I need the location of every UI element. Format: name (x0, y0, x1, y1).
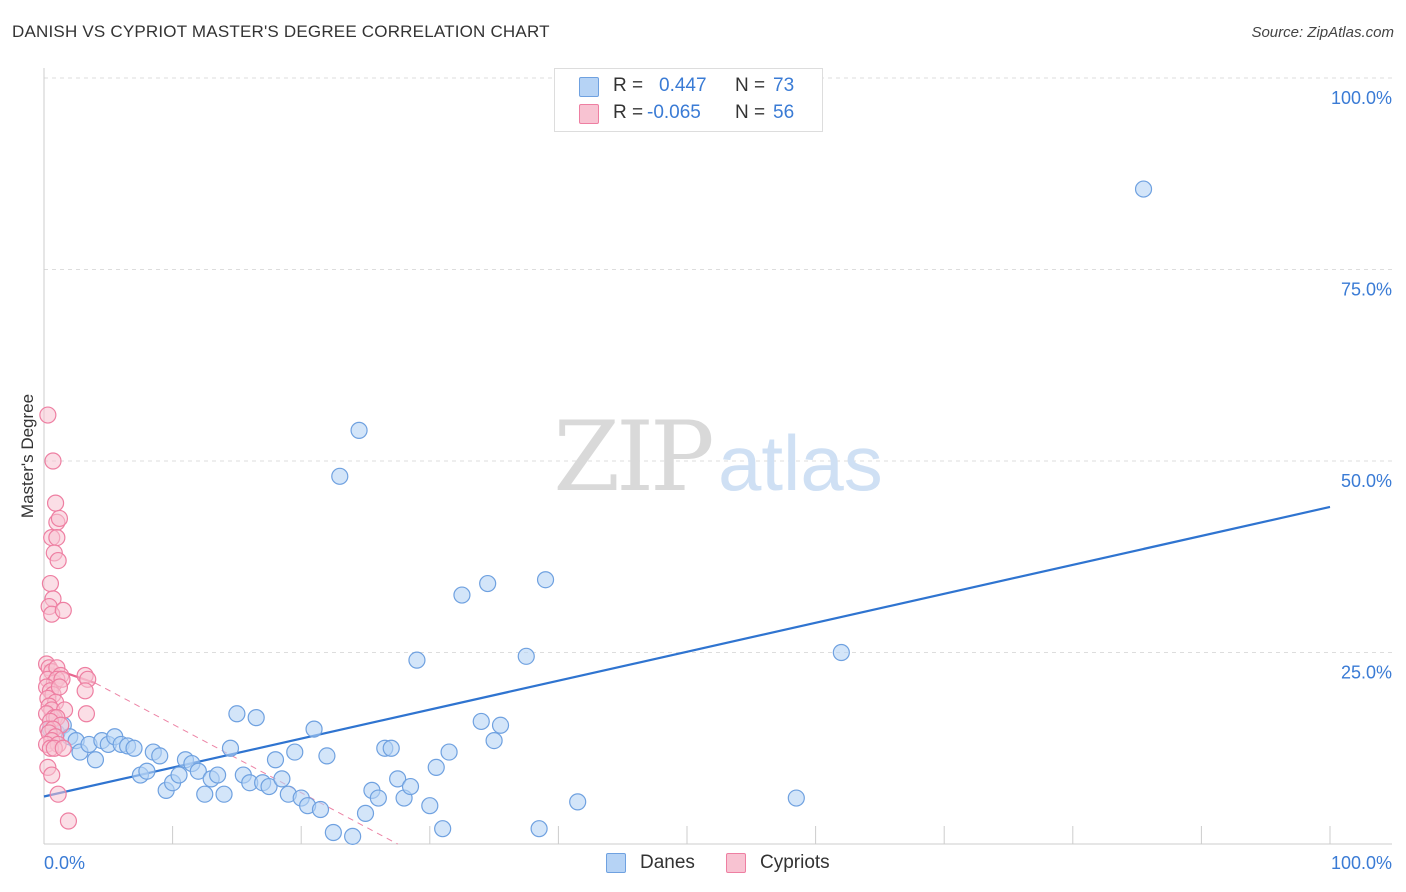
data-point-cypriots (48, 528, 66, 547)
legend-r-label: R = (613, 102, 644, 123)
data-point-danes (125, 739, 143, 757)
data-point-danes (434, 820, 452, 838)
y-axis-label: Master's Degree (18, 394, 37, 518)
data-point-cypriots (49, 551, 67, 570)
legend-r-cypriots: -0.065 (647, 102, 701, 123)
points-layer (37, 180, 1153, 845)
data-point-danes (356, 804, 375, 822)
data-point-danes (344, 827, 362, 845)
legend-swatch-cypriots (579, 104, 599, 124)
data-point-danes (382, 739, 400, 757)
data-point-danes (408, 651, 426, 669)
legend-n-label: N = (735, 102, 766, 123)
data-point-danes (1134, 180, 1153, 198)
data-point-danes (138, 762, 156, 780)
data-point-danes (389, 770, 407, 788)
data-point-danes (485, 731, 503, 750)
watermark-atlas: atlas (718, 419, 883, 507)
data-point-danes (221, 739, 240, 757)
data-point-cypriots (44, 452, 62, 470)
data-point-cypriots (43, 766, 61, 784)
legend-r-label: R = (613, 75, 644, 96)
data-point-danes (318, 747, 336, 765)
data-point-danes (369, 789, 387, 807)
data-point-danes (421, 797, 439, 815)
series-label-danes: Danes (640, 852, 695, 873)
series-swatch-cypriots (726, 853, 746, 873)
axis-layer: 100.0% 75.0% 50.0% 25.0% 0.0% 100.0% (43, 68, 1392, 873)
data-point-cypriots (54, 739, 72, 757)
watermark-zip: ZIP (553, 401, 712, 513)
x-tick-label-min: 0.0% (44, 853, 85, 873)
data-point-cypriots (39, 406, 57, 424)
data-point-danes (260, 777, 278, 796)
data-point-danes (196, 785, 214, 803)
y-tick-label: 100.0% (1331, 88, 1392, 108)
data-point-danes (350, 421, 368, 439)
data-point-danes (453, 586, 471, 604)
data-point-danes (491, 716, 510, 734)
legend-r-danes: 0.447 (659, 75, 707, 96)
data-point-cypriots (46, 494, 65, 512)
data-point-danes (440, 743, 458, 761)
data-point-danes (151, 747, 169, 765)
series-swatch-danes (606, 853, 626, 873)
data-point-cypriots (50, 509, 69, 528)
y-tick-label: 50.0% (1341, 471, 1392, 491)
legend-n-danes: 73 (773, 75, 795, 96)
data-point-cypriots (59, 812, 78, 830)
trend-line-cypriots-extended (95, 682, 398, 845)
grid-layer (44, 77, 1392, 653)
data-point-danes (401, 777, 420, 796)
y-tick-label: 25.0% (1341, 663, 1392, 683)
data-point-danes (427, 758, 445, 777)
source-credit: Source: ZipAtlas.com (1251, 24, 1394, 41)
data-point-cypriots (49, 785, 67, 803)
correlation-legend: R = 0.447 N = 73 R = -0.065 N = 56 (554, 68, 823, 132)
data-point-danes (189, 762, 207, 780)
data-point-danes (311, 800, 330, 819)
legend-n-label: N = (735, 75, 766, 96)
y-tick-label: 75.0% (1341, 280, 1392, 300)
data-point-danes (170, 766, 188, 784)
data-point-danes (247, 709, 265, 727)
data-point-danes (832, 643, 850, 662)
data-point-danes (305, 720, 323, 738)
x-tick-label-max: 100.0% (1331, 853, 1392, 873)
data-point-cypriots (76, 682, 94, 700)
data-point-danes (86, 751, 105, 769)
data-point-danes (324, 823, 342, 842)
data-point-danes (536, 571, 555, 589)
chart-title: DANISH VS CYPRIOT MASTER'S DEGREE CORREL… (12, 22, 550, 41)
data-point-danes (569, 793, 587, 811)
legend-n-cypriots: 56 (773, 102, 795, 123)
data-point-danes (787, 789, 805, 807)
data-point-cypriots (54, 601, 72, 619)
trend-line-danes (43, 505, 1331, 798)
data-point-danes (479, 574, 497, 593)
data-point-danes (517, 647, 535, 665)
data-point-danes (228, 705, 246, 723)
data-point-danes (215, 785, 233, 803)
data-point-danes (273, 770, 291, 788)
data-point-danes (266, 751, 285, 769)
data-point-danes (530, 820, 548, 838)
data-point-danes (209, 766, 227, 784)
data-point-danes (331, 467, 349, 485)
legend-swatch-danes (579, 77, 599, 97)
series-label-cypriots: Cypriots (760, 852, 830, 873)
trend-layer (43, 505, 1331, 845)
data-point-danes (472, 712, 490, 731)
watermark: ZIP atlas (553, 401, 882, 513)
data-point-cypriots (41, 574, 60, 593)
data-point-cypriots (77, 705, 96, 723)
data-point-danes (286, 743, 304, 761)
